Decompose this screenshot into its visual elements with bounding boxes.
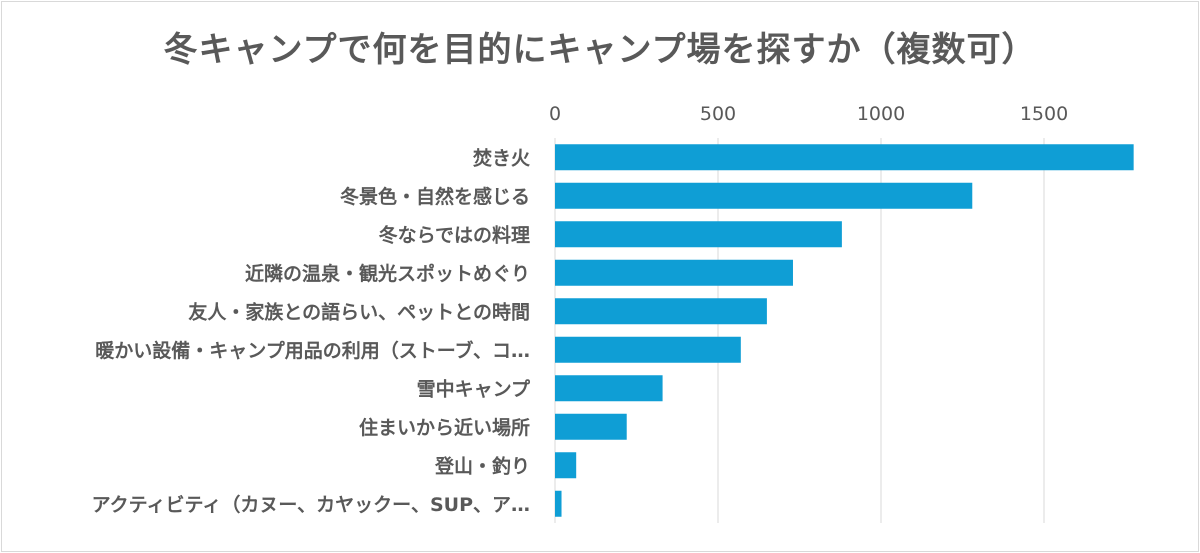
- x-tick-label: 0: [549, 103, 561, 125]
- category-label: アクティビティ（カヌー、カヤックー、SUP、ア…: [92, 493, 530, 516]
- bar: [555, 375, 663, 402]
- category-label: 暖かい設備・キャンプ用品の利用（ストーブ、コ…: [95, 339, 530, 362]
- bar: [555, 490, 562, 517]
- bar: [555, 144, 1134, 171]
- bar: [555, 336, 741, 363]
- chart-title: 冬キャンプで何を目的にキャンプ場を探すか（複数可）: [163, 30, 1037, 70]
- category-label: 近隣の温泉・観光スポットめぐり: [245, 262, 530, 285]
- category-label: 住まいから近い場所: [359, 416, 530, 439]
- bar: [555, 413, 627, 440]
- category-label: 雪中キャンプ: [417, 377, 531, 400]
- x-tick-label: 1500: [1020, 103, 1068, 125]
- bar: [555, 182, 973, 209]
- category-label: 冬景色・自然を感じる: [340, 185, 530, 208]
- bar: [555, 452, 577, 479]
- category-label: 焚き火: [473, 147, 531, 169]
- x-tick-label: 1000: [857, 103, 905, 125]
- category-label: 冬ならではの料理: [379, 223, 530, 246]
- category-label: 友人・家族との語らい、ペットとの時間: [188, 300, 530, 323]
- x-tick-label: 500: [700, 103, 736, 125]
- bar: [555, 298, 767, 325]
- bar: [555, 259, 793, 286]
- category-label: 登山・釣り: [434, 454, 530, 477]
- bar: [555, 221, 842, 248]
